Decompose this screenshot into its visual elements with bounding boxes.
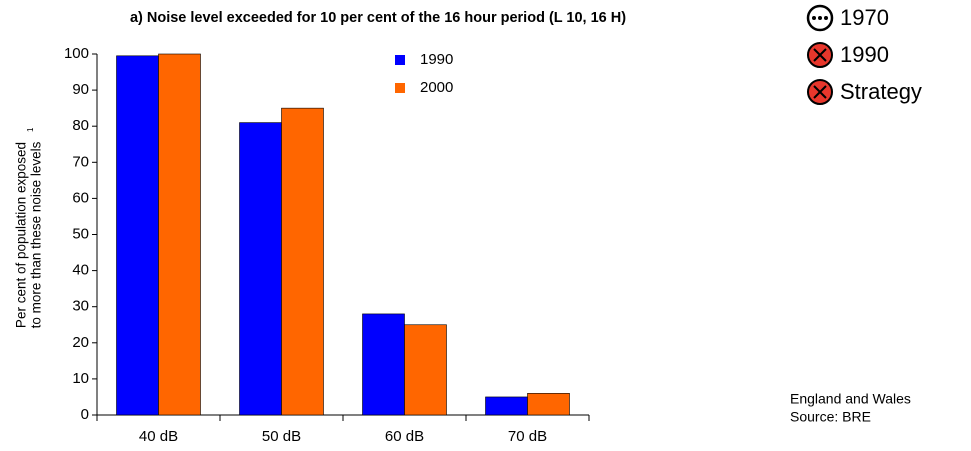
y-label-line: Per cent of population exposed — [14, 142, 29, 328]
bar — [116, 55, 159, 416]
bar — [404, 324, 447, 416]
y-tick-label: 90 — [72, 81, 89, 98]
y-tick-label: 80 — [72, 117, 89, 134]
status-icons — [806, 4, 834, 105]
icon-cross — [807, 42, 833, 68]
x-tick-label: 60 dB — [385, 428, 424, 445]
legend-label: 2000 — [420, 79, 453, 96]
bar — [239, 122, 282, 416]
y-label-line: to more than these noise levels — [29, 141, 44, 328]
y-label-footnote: 1 — [26, 127, 35, 132]
x-tick-label: 70 dB — [508, 428, 547, 445]
note: Source: BRE — [790, 409, 871, 425]
y-tick-label: 60 — [72, 189, 89, 206]
chart-title: a) Noise level exceeded for 10 per cent … — [130, 10, 626, 26]
y-tick-label: 30 — [72, 298, 89, 315]
status-label: 1990 — [840, 42, 889, 67]
y-tick-label: 100 — [64, 45, 89, 62]
y-tick-label: 40 — [72, 262, 89, 279]
icon-dot — [824, 16, 828, 20]
y-tick-label: 10 — [72, 370, 89, 387]
icon-dot — [818, 16, 822, 20]
x-tick-label: 40 dB — [139, 428, 178, 445]
legend-label: 1990 — [420, 51, 453, 68]
note: England and Wales — [790, 391, 911, 407]
icon-dot — [812, 16, 816, 20]
y-tick-label: 20 — [72, 334, 89, 351]
y-tick-label: 0 — [81, 406, 89, 423]
bar — [281, 107, 324, 416]
icon-cross — [807, 79, 833, 105]
bar — [485, 396, 528, 416]
legend-swatch — [395, 55, 405, 65]
bar — [527, 393, 570, 416]
y-tick-label: 50 — [72, 225, 89, 242]
y-axis-label: Per cent of population exposed to more t… — [14, 127, 44, 328]
legend-swatch — [395, 83, 405, 93]
y-tick-label: 70 — [72, 153, 89, 170]
status-label: 1970 — [840, 5, 889, 30]
bar — [362, 313, 405, 416]
status-label: Strategy — [840, 79, 922, 104]
x-tick-label: 50 dB — [262, 428, 301, 445]
bar — [158, 53, 201, 416]
